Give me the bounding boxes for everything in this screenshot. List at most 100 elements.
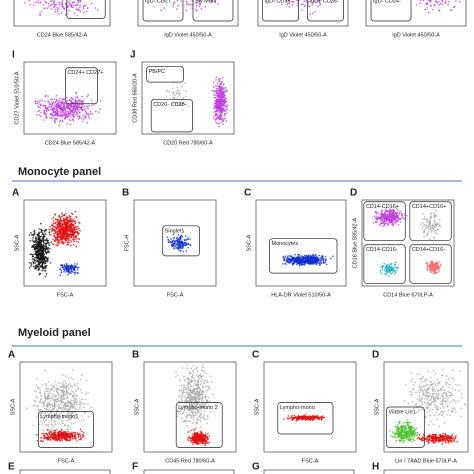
event-dot (73, 236, 75, 238)
event-dot (219, 77, 221, 80)
event-dot (77, 436, 80, 439)
event-dot (64, 233, 66, 235)
event-dot (36, 265, 39, 268)
event-dot (52, 243, 55, 246)
event-dot (394, 221, 396, 223)
event-dot (405, 214, 408, 217)
event-dot (437, 270, 440, 273)
event-dot (99, 100, 102, 102)
event-dot (388, 268, 391, 270)
event-dot (198, 3, 200, 5)
event-dot (50, 229, 52, 231)
event-dot (66, 100, 69, 102)
event-dot (178, 240, 181, 242)
event-dot (51, 227, 54, 230)
event-dot (45, 382, 47, 385)
event-dot (68, 225, 71, 228)
event-dot (73, 111, 76, 114)
event-dot (53, 387, 56, 389)
event-dot (44, 229, 47, 232)
event-dot (76, 115, 79, 118)
event-dot (83, 4, 86, 7)
event-dot (33, 243, 35, 246)
event-dot (389, 216, 392, 218)
event-dot (65, 433, 67, 435)
event-dot (316, 1, 319, 3)
event-dot (66, 385, 69, 388)
event-dot (47, 392, 50, 395)
plot: MemoryCD24 Blue 585/42-A (13, 0, 111, 38)
event-dot (323, 261, 325, 264)
event-dot (214, 94, 217, 97)
event-dot (307, 260, 310, 263)
event-dot (45, 264, 48, 267)
event-dot (171, 87, 174, 89)
event-dot (302, 257, 305, 260)
event-dot (166, 89, 168, 92)
event-dot (420, 223, 423, 225)
event-dot (45, 407, 48, 410)
event-dot (215, 120, 217, 123)
event-dot (288, 254, 291, 257)
event-dot (60, 396, 63, 398)
event-dot (223, 88, 225, 90)
event-dot (72, 422, 75, 425)
event-dot (59, 424, 62, 426)
event-dot (168, 91, 171, 94)
event-dot (56, 409, 58, 412)
event-dot (40, 111, 42, 114)
event-dot (67, 104, 70, 107)
event-dot (74, 222, 77, 224)
event-dot (66, 216, 69, 218)
event-dot (61, 102, 63, 104)
event-dot (43, 262, 46, 265)
event-dot (81, 415, 83, 417)
event-dot (69, 119, 72, 122)
event-dot (36, 440, 39, 442)
event-dot (57, 389, 59, 391)
y-axis-label: FSC-H (124, 235, 130, 252)
event-dot (42, 405, 44, 407)
event-dot (76, 0, 79, 1)
event-dot (61, 409, 64, 411)
event-dot (180, 385, 183, 387)
event-dot (37, 100, 39, 103)
plot: IgD- CD24-IgD Violet 450/50-A (365, 0, 467, 38)
event-dot (288, 5, 290, 8)
event-dot (216, 101, 219, 104)
event-dot (393, 269, 395, 272)
event-dot (221, 77, 224, 79)
event-dot (76, 106, 79, 108)
event-dot (66, 405, 68, 408)
event-dot (212, 81, 215, 83)
event-dot (436, 224, 438, 227)
event-dot (215, 118, 217, 121)
event-dot (71, 391, 74, 393)
event-dot (58, 124, 60, 126)
event-dot (61, 100, 64, 103)
event-dot (311, 261, 314, 264)
event-dot (47, 95, 49, 97)
event-dot (37, 244, 40, 247)
event-dot (75, 384, 78, 387)
event-dot (33, 258, 36, 261)
event-dot (65, 112, 67, 115)
event-dot (68, 119, 70, 121)
event-dot (73, 437, 75, 440)
event-dot (222, 104, 225, 107)
event-dot (57, 230, 59, 233)
event-dot (72, 234, 75, 236)
event-dot (211, 0, 213, 2)
event-dot (300, 255, 303, 257)
event-dot (179, 246, 181, 249)
event-dot (388, 266, 390, 269)
event-dot (63, 112, 65, 115)
event-dot (86, 105, 88, 107)
event-dot (78, 9, 80, 12)
event-dot (56, 238, 59, 240)
event-dot (77, 101, 79, 103)
event-dot (68, 113, 70, 115)
event-dot (67, 377, 70, 380)
event-dot (63, 402, 66, 405)
